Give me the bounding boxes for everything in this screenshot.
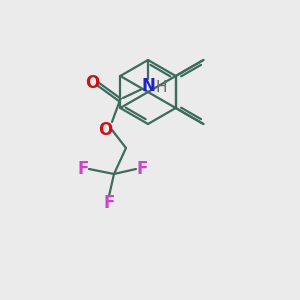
- Text: F: F: [136, 160, 148, 178]
- Text: N: N: [141, 77, 155, 95]
- Text: O: O: [98, 121, 112, 139]
- Text: H: H: [155, 80, 167, 94]
- Text: O: O: [85, 74, 99, 92]
- Text: F: F: [77, 160, 89, 178]
- Text: F: F: [103, 194, 115, 212]
